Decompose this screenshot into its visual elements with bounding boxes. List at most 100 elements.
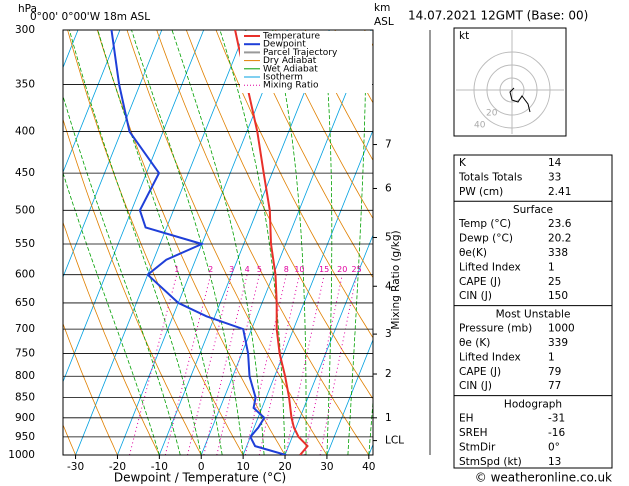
index-name: Totals Totals bbox=[458, 171, 522, 183]
index-value: 338 bbox=[548, 247, 568, 259]
index-value: -31 bbox=[548, 413, 565, 425]
y-tick-label: 650 bbox=[15, 297, 35, 309]
index-name: CAPE (J) bbox=[459, 366, 501, 378]
location: 0°00' 0°00'W 18m ASL bbox=[30, 11, 150, 23]
isotherm bbox=[63, 30, 163, 279]
mixing-ratio-label: 15 bbox=[319, 265, 329, 274]
x-tick-label: 0 bbox=[198, 461, 205, 473]
legend-label: Isotherm bbox=[263, 73, 303, 83]
isotherm bbox=[117, 30, 288, 455]
wet-adiabat bbox=[219, 30, 286, 455]
index-value: 1 bbox=[548, 351, 555, 363]
x-tick-label: -10 bbox=[151, 461, 168, 473]
index-value: 23.6 bbox=[548, 218, 572, 230]
plot-frame bbox=[62, 29, 374, 456]
y-tick-label: 700 bbox=[15, 323, 35, 335]
dry-adiabat bbox=[63, 322, 118, 455]
isotherm bbox=[158, 30, 330, 455]
y-tick-label: 600 bbox=[15, 269, 35, 281]
x-tick-label: -20 bbox=[109, 461, 126, 473]
isotherm bbox=[200, 30, 372, 455]
y-tick-label: 800 bbox=[15, 370, 35, 382]
index-name: SREH bbox=[459, 427, 488, 439]
wet-adiabat bbox=[347, 30, 367, 455]
legend-label: Temperature bbox=[262, 32, 320, 42]
profile-line bbox=[110, 30, 287, 455]
dry-adiabat bbox=[63, 423, 76, 455]
isotherm bbox=[326, 338, 373, 455]
index-name: StmSpd (kt) bbox=[459, 456, 522, 468]
index-value: 150 bbox=[548, 290, 568, 302]
y2-axis-label: Mixing Ratio (g/kg) bbox=[390, 230, 402, 329]
index-value: 25 bbox=[548, 276, 561, 288]
legend-label: Dry Adiabat bbox=[263, 56, 317, 66]
hodograph-rings bbox=[456, 30, 564, 134]
isotherm bbox=[284, 233, 373, 455]
km-tick-label: 7 bbox=[385, 139, 392, 151]
dry-adiabat bbox=[304, 30, 373, 162]
index-value: 0° bbox=[548, 441, 560, 453]
footer: © weatheronline.co.uk bbox=[475, 471, 612, 485]
mixing-ratio-label: 3 bbox=[229, 265, 234, 274]
index-name: Pressure (mb) bbox=[459, 323, 532, 335]
km-sub: ASL bbox=[374, 16, 394, 28]
mixing-ratio-line bbox=[244, 274, 287, 455]
dry-adiabat bbox=[275, 30, 373, 220]
x-tick-label: 30 bbox=[320, 461, 333, 473]
index-value: 14 bbox=[548, 157, 562, 169]
mixing-ratio-line bbox=[187, 274, 233, 455]
legend-label: Wet Adiabat bbox=[263, 64, 318, 74]
index-name: CIN (J) bbox=[459, 380, 492, 392]
isotherm bbox=[242, 129, 373, 455]
mixing-ratio-line bbox=[203, 274, 248, 455]
mixing-ratio-line bbox=[216, 274, 260, 455]
section-title: Most Unstable bbox=[496, 309, 571, 321]
mixing-ratio-label: 5 bbox=[257, 265, 262, 274]
mixing-ratio-label: 8 bbox=[284, 265, 289, 274]
y-tick-label: 500 bbox=[15, 204, 35, 216]
ring-label: 20 bbox=[486, 109, 498, 119]
index-value: 79 bbox=[548, 366, 561, 378]
index-name: Dewp (°C) bbox=[459, 233, 513, 245]
y-tick-label: 850 bbox=[15, 392, 35, 404]
wet-adiabat bbox=[322, 30, 333, 455]
km-tick-label: 5 bbox=[385, 231, 392, 243]
mixing-ratio-line bbox=[164, 274, 212, 455]
mixing-ratio-label: 20 bbox=[337, 265, 347, 274]
ring-label: 40 bbox=[474, 121, 486, 131]
dry-adiabat bbox=[67, 30, 244, 455]
dry-adiabat bbox=[215, 30, 373, 339]
mixing-ratio-label: 10 bbox=[294, 265, 304, 274]
hodograph-trace bbox=[509, 87, 531, 113]
wet-adiabat bbox=[131, 30, 244, 455]
y-tick-label: 350 bbox=[15, 78, 35, 90]
mixing-ratio-label: 4 bbox=[245, 265, 250, 274]
y-tick-label: 300 bbox=[15, 24, 35, 36]
mixing-ratio-line bbox=[129, 274, 178, 455]
km-tick-label: 3 bbox=[385, 328, 392, 340]
wet-adiabat bbox=[63, 171, 160, 455]
x-axis-label: Dewpoint / Temperature (°C) bbox=[114, 471, 286, 485]
index-name: StmDir bbox=[459, 441, 496, 453]
mixing-ratio-label: 2 bbox=[208, 265, 213, 274]
y-tick-label: 450 bbox=[15, 167, 35, 179]
index-value: 339 bbox=[548, 337, 568, 349]
wet-adiabat bbox=[272, 30, 307, 455]
index-name: CIN (J) bbox=[459, 290, 492, 302]
wet-adiabat bbox=[97, 30, 223, 455]
legend-label: Dewpoint bbox=[263, 40, 306, 50]
km-unit: km bbox=[374, 2, 390, 14]
index-value: 2.41 bbox=[548, 186, 571, 198]
isotherm bbox=[63, 30, 79, 69]
mixing-ratio-label: 25 bbox=[352, 265, 362, 274]
legend-label: Mixing Ratio bbox=[263, 81, 319, 91]
km-tick-label: LCL bbox=[385, 435, 404, 447]
index-name: PW (cm) bbox=[459, 186, 503, 198]
x-tick-label: 20 bbox=[278, 461, 291, 473]
legend-box bbox=[240, 31, 372, 93]
wet-adiabat bbox=[63, 94, 181, 455]
index-value: 1000 bbox=[548, 323, 575, 335]
hodograph-unit: kt bbox=[459, 30, 469, 42]
section-title: Surface bbox=[513, 204, 553, 216]
index-value: 33 bbox=[548, 171, 561, 183]
